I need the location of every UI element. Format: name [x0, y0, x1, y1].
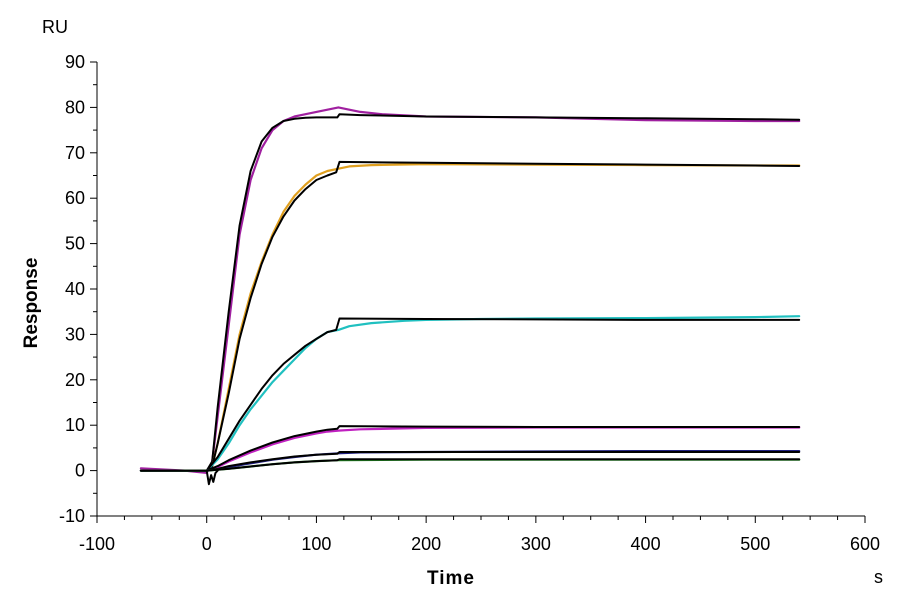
x-tick-label: 400 — [631, 534, 661, 554]
y-tick-label: 60 — [65, 188, 85, 208]
x-unit-label: s — [874, 567, 883, 587]
x-tick-label: 300 — [521, 534, 551, 554]
y-tick-label: 70 — [65, 143, 85, 163]
y-tick-label: 90 — [65, 52, 85, 72]
y-tick-label: 40 — [65, 279, 85, 299]
series-line-8 — [139, 425, 801, 472]
x-tick-label: 0 — [202, 534, 212, 554]
series-line-12 — [139, 458, 801, 472]
series-line-4 — [139, 160, 801, 472]
series-line-2 — [139, 113, 801, 472]
y-tick-label: 80 — [65, 97, 85, 117]
y-tick-label: 10 — [65, 415, 85, 435]
x-tick-label: -100 — [79, 534, 115, 554]
series-layer — [139, 106, 801, 486]
x-tick-label: 600 — [850, 534, 880, 554]
y-tick-label: -10 — [59, 506, 85, 526]
y-tick-label: 0 — [75, 461, 85, 481]
x-tick-label: 100 — [301, 534, 331, 554]
y-axis-title: Response — [21, 258, 42, 349]
y-unit-label: RU — [42, 17, 68, 37]
y-tick-label: 30 — [65, 324, 85, 344]
x-axis-title: Time — [427, 568, 475, 589]
y-tick-label: 50 — [65, 234, 85, 254]
series-line-6 — [139, 317, 801, 472]
series-line-13 — [205, 469, 219, 486]
x-tick-label: 500 — [740, 534, 770, 554]
series-line-10 — [139, 451, 801, 472]
y-tick-label: 20 — [65, 370, 85, 390]
x-tick-label: 200 — [411, 534, 441, 554]
